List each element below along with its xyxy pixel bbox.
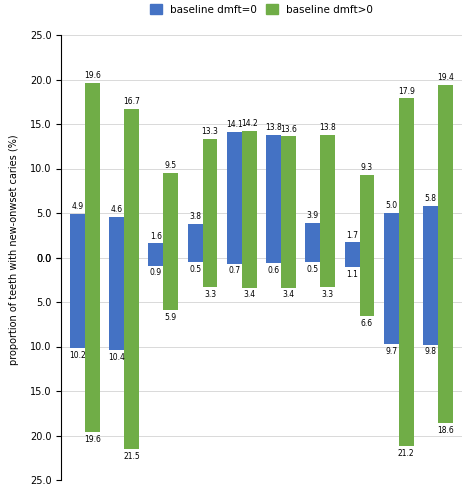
Text: 5.9: 5.9 [165, 312, 177, 322]
Text: 0.5: 0.5 [307, 264, 319, 274]
Bar [281, 136, 296, 258]
Bar [124, 109, 139, 258]
Bar [148, 244, 163, 258]
Bar [203, 139, 218, 258]
Text: 52: 52 [196, 391, 209, 401]
Text: 61: 61 [275, 391, 288, 401]
Text: 63: 63 [353, 391, 366, 401]
Text: 0.6: 0.6 [268, 266, 280, 274]
Text: 55: 55 [78, 391, 91, 401]
Text: 3.9: 3.9 [307, 211, 319, 220]
Bar [227, 132, 242, 258]
Bar [85, 258, 100, 432]
Text: 9.5: 9.5 [165, 162, 177, 170]
Bar [320, 134, 335, 258]
Text: 5.0: 5.0 [385, 202, 398, 210]
Text: proportion of teeth with new-onwset caries (%): proportion of teeth with new-onwset cari… [9, 134, 19, 366]
Bar [438, 85, 453, 258]
Text: 5.8: 5.8 [424, 194, 437, 203]
Text: 53: 53 [157, 391, 170, 401]
Text: 0.7: 0.7 [228, 266, 240, 276]
Text: 18.6: 18.6 [437, 426, 454, 434]
Text: 1.1: 1.1 [346, 270, 358, 279]
Text: 17.9: 17.9 [398, 86, 414, 96]
Text: 54: 54 [117, 391, 130, 401]
Bar [242, 258, 257, 288]
Text: 4.9: 4.9 [71, 202, 83, 211]
Bar [70, 258, 85, 348]
Bar [242, 131, 257, 258]
Text: 13.3: 13.3 [202, 128, 219, 136]
Bar [305, 258, 320, 262]
Text: 21.2: 21.2 [398, 449, 414, 458]
Bar [345, 258, 359, 268]
Bar [438, 258, 453, 423]
Text: 10.4: 10.4 [108, 352, 125, 362]
Bar [384, 258, 399, 344]
Text: 64: 64 [392, 391, 406, 401]
Bar [163, 173, 178, 258]
Text: 19.6: 19.6 [84, 434, 101, 444]
Legend: baseline dmft=0, baseline dmft>0: baseline dmft=0, baseline dmft>0 [146, 0, 377, 18]
Bar [148, 258, 163, 266]
Bar [281, 258, 296, 288]
Bar [359, 258, 374, 316]
Text: 1.6: 1.6 [150, 232, 162, 240]
Bar [423, 206, 438, 258]
Text: 51: 51 [235, 391, 248, 401]
Text: 21.5: 21.5 [123, 452, 140, 460]
Bar [359, 174, 374, 258]
Text: 62: 62 [314, 391, 327, 401]
Text: 1.7: 1.7 [346, 230, 358, 239]
Text: 0.9: 0.9 [150, 268, 162, 277]
Text: 19.6: 19.6 [84, 72, 101, 80]
Bar [70, 214, 85, 258]
Text: 14.1: 14.1 [226, 120, 243, 130]
Text: 4.6: 4.6 [111, 205, 122, 214]
Bar [124, 258, 139, 449]
Text: 9.8: 9.8 [424, 348, 437, 356]
Bar [109, 258, 124, 350]
Bar [85, 83, 100, 258]
Text: 14.2: 14.2 [241, 120, 258, 128]
Text: 19.4: 19.4 [437, 73, 454, 82]
Bar [266, 258, 281, 263]
Text: 3.4: 3.4 [283, 290, 294, 300]
Text: 3.3: 3.3 [204, 290, 216, 298]
Text: 10.2: 10.2 [69, 351, 86, 360]
Text: 3.3: 3.3 [322, 290, 334, 298]
Bar [109, 216, 124, 258]
Text: 16.7: 16.7 [123, 97, 140, 106]
Bar [399, 98, 414, 258]
Bar [345, 242, 359, 258]
Bar [399, 258, 414, 446]
Bar [384, 213, 399, 258]
Text: 13.8: 13.8 [265, 123, 282, 132]
Bar [423, 258, 438, 344]
Bar [187, 258, 203, 262]
Bar [203, 258, 218, 287]
Text: 9.3: 9.3 [361, 163, 373, 172]
Bar [187, 224, 203, 258]
Text: 9.7: 9.7 [385, 346, 398, 356]
Bar [227, 258, 242, 264]
Text: 13.6: 13.6 [280, 125, 297, 134]
Bar [305, 223, 320, 258]
Text: 3.4: 3.4 [243, 290, 255, 300]
Text: 65: 65 [431, 391, 445, 401]
Bar [266, 134, 281, 258]
Bar [320, 258, 335, 287]
Text: 6.6: 6.6 [361, 319, 373, 328]
Text: 0.5: 0.5 [189, 264, 201, 274]
Bar [163, 258, 178, 310]
Text: 13.8: 13.8 [319, 123, 336, 132]
Text: 3.8: 3.8 [189, 212, 201, 221]
